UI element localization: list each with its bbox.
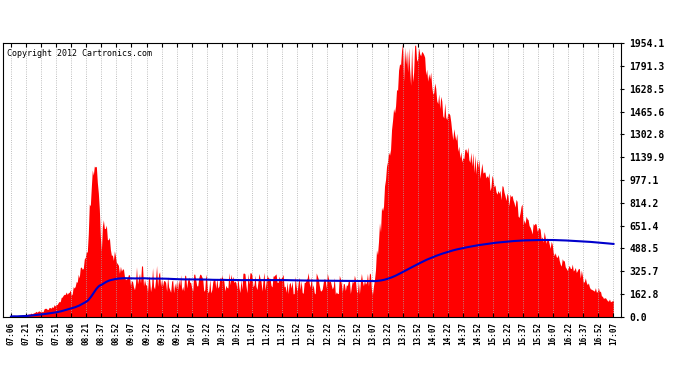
Text: West Array Actual Power (red) & Running Average Power (Watts blue)  Sun Feb 5 17: West Array Actual Power (red) & Running … <box>1 13 689 27</box>
Text: Copyright 2012 Cartronics.com: Copyright 2012 Cartronics.com <box>6 49 152 58</box>
